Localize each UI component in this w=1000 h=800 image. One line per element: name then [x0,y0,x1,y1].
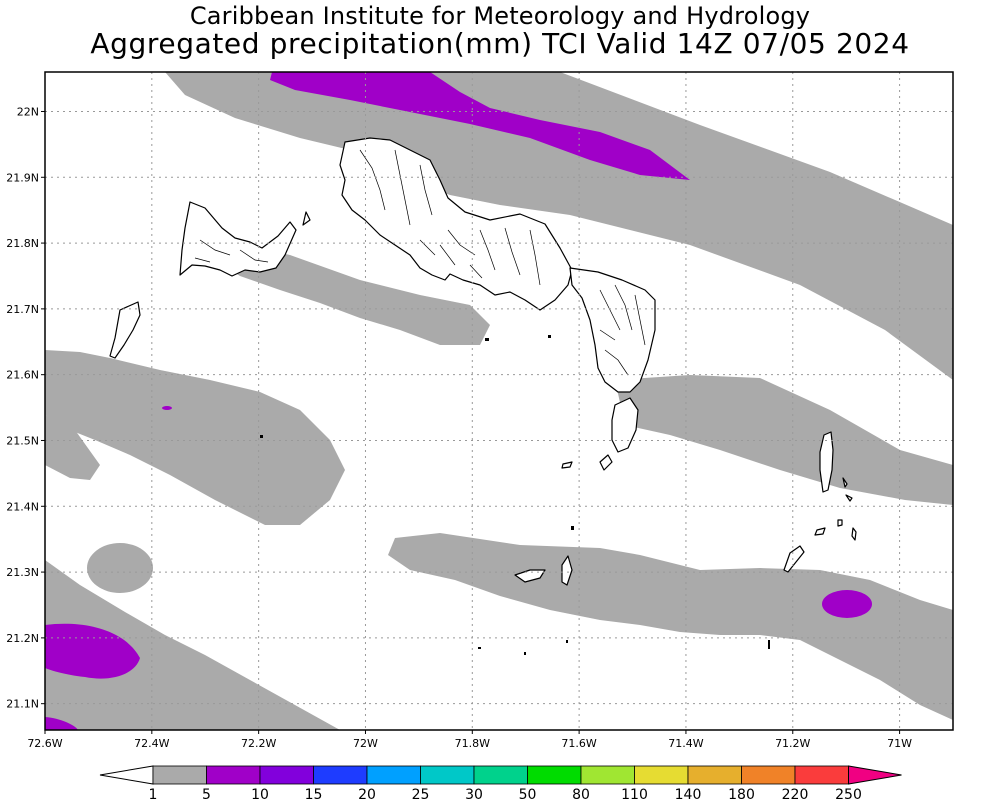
cay-west-mid [302,211,311,226]
colorbar-level-label: 140 [675,787,702,800]
lat-tick-label: 21.5N [6,434,39,447]
map-frame [44,71,954,731]
precip-band-southeast-corner [930,640,953,675]
colorbar-swatch [313,765,368,785]
colorbar-swatch [420,765,475,785]
district-boundaries [194,149,646,376]
cay-east-e [845,494,853,502]
colorbar-level-label: 80 [572,787,590,800]
lat-tick-label: 21.1N [6,698,39,711]
map-plot-area [45,72,953,730]
precip-speck [162,406,172,410]
lat-tick-label: 21.2N [6,632,39,645]
lon-tick-label: 72W [353,737,378,750]
colorbar-level-label: 250 [835,787,862,800]
colorbar-level-label: 220 [782,787,809,800]
cay-east-c [851,527,857,541]
precip-moderate-areas [45,72,872,730]
island-grand-turk [819,431,834,493]
lon-tick-label: 71.4W [668,737,703,750]
colorbar-level-label: 50 [519,787,537,800]
colorbar-swatch [473,765,528,785]
colorbar-swatch [527,765,582,785]
colorbar-swatch [741,765,796,785]
lat-tick-label: 21.9N [6,171,39,184]
lat-tick-label: 21.6N [6,369,39,382]
lon-tick-label: 71.2W [775,737,810,750]
colorbar-swatch [206,765,261,785]
island-south-caicos [611,397,639,453]
colorbar-level-label: 20 [358,787,376,800]
island-east-caicos [569,267,656,393]
lon-tick-label: 72.4W [134,737,169,750]
cay-east-a [814,527,826,536]
precip-band-west [45,350,345,525]
colorbar-level-label: 180 [728,787,755,800]
map-axes: 72.6W 72.4W 72.2W 72W 71.8W 71.6W 71.4W 71.2W 71… [6,105,912,750]
colorbar-under-arrow [99,765,154,785]
cay-south-caicos-south [599,454,613,471]
colorbar-swatch [366,765,421,785]
colorbar-swatch [259,765,314,785]
precip-core-corner [45,717,78,730]
cay-central-a [514,569,546,583]
lat-tick-label: 21.7N [6,303,39,316]
island-providenciales [179,201,297,277]
map-title-institute: Caribbean Institute for Meteorology and … [189,2,811,30]
island-north-caicos [339,137,573,311]
lon-tick-label: 72.6W [27,737,62,750]
colorbar-level-label: 110 [621,787,648,800]
colorbar-level-label: 1 [149,787,158,800]
map-title-product: Aggregated precipitation(mm) TCI Valid 1… [90,27,910,60]
colorbar-level-label: 25 [412,787,430,800]
island-salt-cay [783,545,805,573]
colorbar-over-arrow [848,765,902,785]
precip-band-southwest [45,560,340,730]
precip-band-west-edge [45,415,100,480]
colorbar-level-label: 15 [305,787,323,800]
island-coastlines [109,137,857,586]
lat-tick-label: 21.4N [6,500,39,513]
island-west-caicos [109,301,141,359]
colorbar-swatch [580,765,635,785]
colorbar-swatch [152,765,207,785]
lat-tick-label: 21.8N [6,237,39,250]
precip-core-east [822,590,872,618]
lat-tick-label: 22N [17,105,39,118]
small-rocks [260,335,770,655]
lon-tick-label: 71W [887,737,912,750]
lon-tick-label: 71.6W [561,737,596,750]
colorbar-swatch [687,765,742,785]
cay-mid [561,461,573,469]
map-graticule [45,72,953,730]
lon-tick-label: 72.2W [241,737,276,750]
colorbar-swatch [634,765,689,785]
cay-central-b [561,555,573,586]
precipitation-colorbar: 1 5 10 15 20 25 30 50 80 110 140 180 220 250 [99,765,902,800]
colorbar-level-label: 5 [202,787,211,800]
lat-tick-label: 21.3N [6,566,39,579]
precip-core-north [270,72,690,180]
colorbar-level-label: 10 [251,787,269,800]
colorbar-swatch [794,765,849,785]
precip-core-southwest [45,623,140,679]
colorbar-level-label: 30 [465,787,483,800]
precip-blob-southwest [87,543,153,593]
cay-east-b [837,519,843,527]
lon-tick-label: 71.8W [455,737,490,750]
precip-band-caicos [215,240,490,345]
cay-east-d [842,477,848,488]
